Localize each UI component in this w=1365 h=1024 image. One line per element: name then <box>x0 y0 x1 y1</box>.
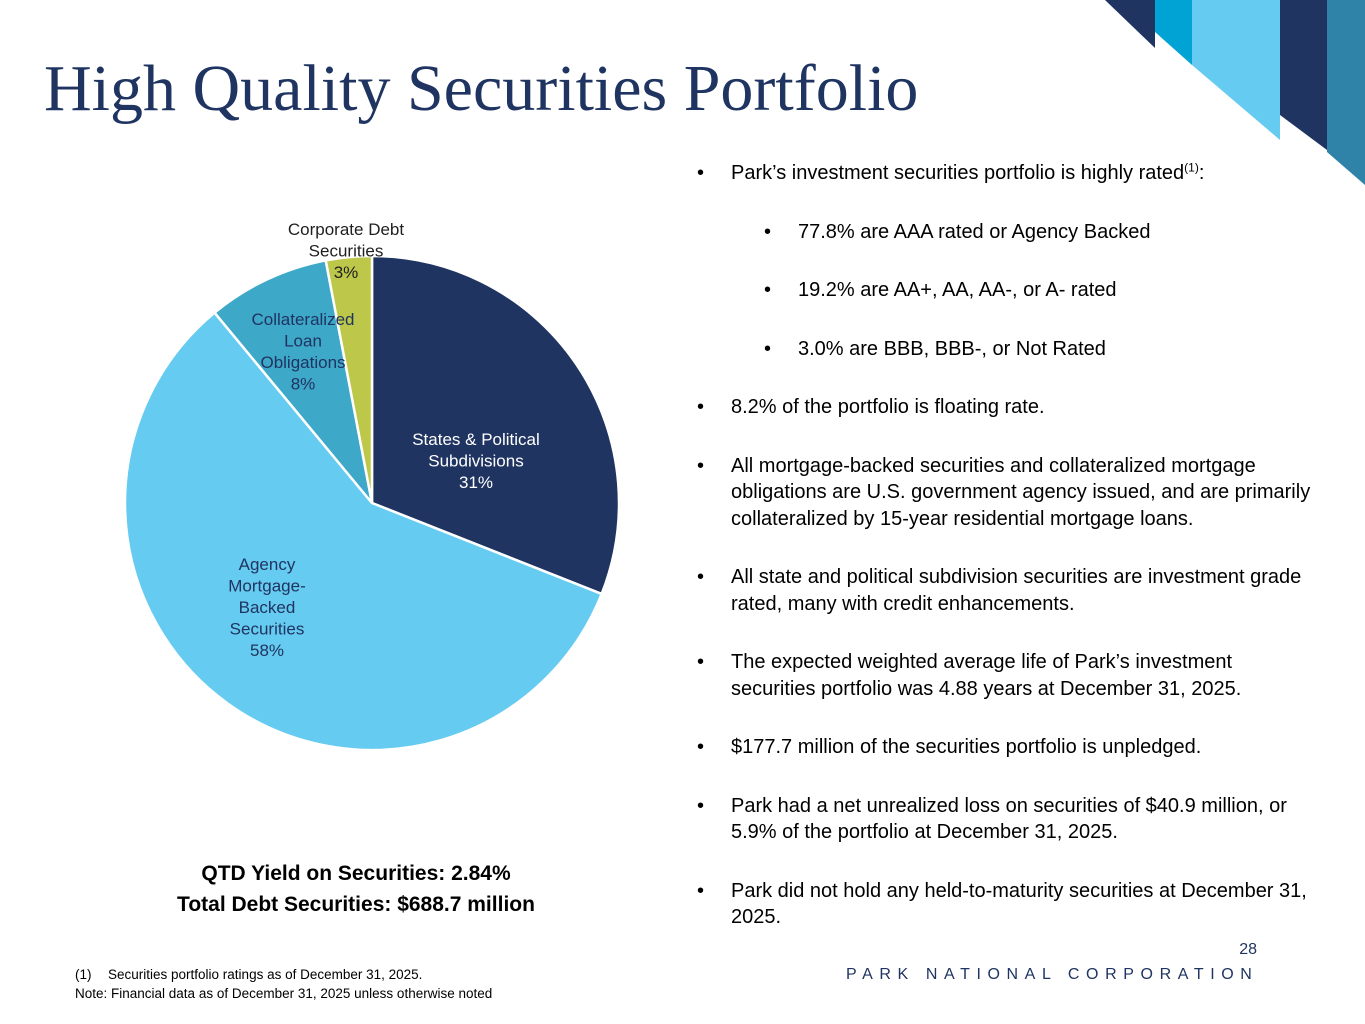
total-debt-securities: Total Debt Securities: $688.7 million <box>177 893 535 916</box>
pie-slice <box>123 310 604 752</box>
footnotes: (1) Securities portfolio ratings as of De… <box>75 965 492 1003</box>
footnote-note: Note: Financial data as of December 31, … <box>75 986 493 1001</box>
bullet-mortgage-backed: All mortgage-backed securities and colla… <box>697 453 1317 533</box>
stripe-navy-wide <box>1280 0 1327 150</box>
bullet-unpledged: $177.7 million of the securities portfol… <box>697 734 1317 761</box>
pie-slice-category: Agency <box>239 555 296 574</box>
rated-intro-text: Park’s investment securities portfolio i… <box>731 162 1185 184</box>
bullet-held-to-maturity: Park did not hold any held-to-maturity s… <box>697 878 1317 931</box>
pie-slice-category: Loan <box>284 332 322 351</box>
bullet-state-political: All state and political subdivision secu… <box>697 564 1317 617</box>
corner-stripes-decoration <box>1105 0 1365 185</box>
pie-slice-category: Collateralized <box>252 310 355 329</box>
qtd-yield: QTD Yield on Securities: 2.84% <box>201 862 511 885</box>
bullet-aaa-rated: 77.8% are AAA rated or Agency Backed <box>764 219 1317 246</box>
pie-slice-label: Collateralized Loan Obligations 8% <box>252 310 355 394</box>
bullet-bbb-rated: 3.0% are BBB, BBB-, or Not Rated <box>764 336 1317 363</box>
stripe-steel-blue <box>1327 0 1365 185</box>
pie-slice-label: Agency Mortgage- Backed Securities 58% <box>228 555 305 660</box>
pie-slice-label: States & Political Subdivisions 31% <box>412 430 540 492</box>
pie-slice <box>324 254 374 504</box>
brand-name: PARK NATIONAL CORPORATION <box>846 966 1259 983</box>
page-number: 28 <box>1239 941 1257 958</box>
footnote-ref: (1) <box>1184 160 1199 175</box>
pie-slice-category: Subdivisions <box>428 452 523 471</box>
footnote-ratings: (1) Securities portfolio ratings as of De… <box>75 965 492 984</box>
stripe-sky-blue <box>1192 0 1280 140</box>
pie-slice-value: 31% <box>459 473 493 492</box>
pie-slice-category: Securities <box>230 620 305 639</box>
bullet-aa-rated: 19.2% are AA+, AA, AA-, or A- rated <box>764 277 1317 304</box>
bullet-floating-rate: 8.2% of the portfolio is floating rate. <box>697 394 1317 421</box>
portfolio-totals: QTD Yield on Securities: 2.84% Total Deb… <box>96 858 616 920</box>
pie-slice-value: 58% <box>250 641 284 660</box>
pie-slice-category: Backed <box>239 598 296 617</box>
pie-slice-category: Mortgage- <box>228 577 305 596</box>
pie-slice-category: Corporate Debt <box>288 220 405 239</box>
footnote-ratings-text: Securities portfolio ratings as of Decem… <box>108 967 423 982</box>
pie-slice-category: States & Political <box>412 430 540 449</box>
bullet-rated-intro: Park’s investment securities portfolio i… <box>697 160 1317 187</box>
pie-slice-category: Obligations <box>260 353 345 372</box>
pie-slice-value: 8% <box>291 375 316 394</box>
stripe-navy-left <box>1105 0 1155 48</box>
pie-slice <box>212 258 374 504</box>
key-points-list: Park’s investment securities portfolio i… <box>697 160 1317 931</box>
bullet-unrealized-loss: Park had a net unrealized loss on securi… <box>697 793 1317 846</box>
footnote-number: (1) <box>75 967 92 982</box>
portfolio-pie-chart: States & Political Subdivisions 31% Agency M… <box>123 220 621 752</box>
page-title: High Quality Securities Portfolio <box>44 52 919 125</box>
pie-slice-category: Securities <box>309 242 384 261</box>
pie-slice-value: 3% <box>334 263 359 282</box>
rated-intro-colon: : <box>1198 162 1205 184</box>
stripe-cyan <box>1155 0 1192 65</box>
bullet-average-life: The expected weighted average life of Pa… <box>697 649 1317 702</box>
pie-slice <box>370 254 621 596</box>
pie-slice-label: Corporate Debt Securities 3% <box>288 220 405 282</box>
